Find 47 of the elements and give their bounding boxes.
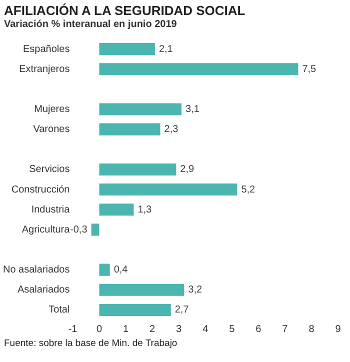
x-tick-label: -1 bbox=[68, 324, 78, 335]
x-tick-label: 2 bbox=[150, 324, 156, 335]
y-tick-label: No asalariados bbox=[2, 264, 70, 276]
bar bbox=[99, 103, 182, 116]
x-tick-label: 8 bbox=[308, 324, 315, 335]
data-label: -0,3 bbox=[70, 224, 88, 236]
data-label: 3,1 bbox=[185, 104, 200, 115]
x-tick-label: 1 bbox=[122, 324, 129, 335]
bar bbox=[99, 123, 160, 136]
data-label: 2,1 bbox=[158, 44, 174, 55]
y-tick-label: Extranjeros bbox=[19, 64, 70, 75]
x-tick-label: 7 bbox=[282, 324, 288, 335]
data-label: 5,2 bbox=[241, 184, 256, 196]
x-tick-label: 0 bbox=[96, 324, 102, 335]
y-tick-label: Agricultura bbox=[22, 224, 70, 236]
y-tick-label: Mujeres bbox=[34, 104, 70, 115]
bar bbox=[99, 43, 155, 56]
x-tick-label: 4 bbox=[202, 324, 209, 335]
x-tick-label: 3 bbox=[176, 324, 182, 335]
bar bbox=[99, 184, 238, 196]
data-label: 3,2 bbox=[188, 284, 202, 296]
data-label: 0,4 bbox=[114, 264, 128, 276]
data-label: 2,7 bbox=[174, 304, 190, 316]
data-label: 1,3 bbox=[138, 204, 152, 216]
x-tick-label: 9 bbox=[335, 324, 342, 335]
y-tick-label: Industria bbox=[31, 204, 70, 216]
bar bbox=[99, 63, 298, 76]
data-label: 7,5 bbox=[302, 64, 317, 75]
bar bbox=[99, 304, 171, 316]
data-label: 2,3 bbox=[164, 124, 179, 136]
y-tick-label: Servicios bbox=[29, 164, 70, 176]
y-tick-label: Asalariados bbox=[17, 284, 70, 296]
chart-title: AFILIACIÓN A LA SEGURIDAD SOCIAL bbox=[4, 3, 246, 18]
bar bbox=[99, 163, 176, 176]
bar bbox=[99, 264, 110, 276]
bar bbox=[91, 224, 100, 236]
y-tick-label: Españoles bbox=[23, 44, 70, 55]
bar bbox=[99, 204, 134, 216]
x-tick-label: 6 bbox=[256, 324, 262, 335]
y-tick-label: Total bbox=[48, 304, 70, 316]
data-label: 2,9 bbox=[180, 164, 195, 176]
source-note: Fuente: sobre la base de Min. de Trabajo bbox=[4, 338, 178, 349]
y-tick-label: Construcción bbox=[11, 184, 70, 196]
bar bbox=[99, 284, 184, 296]
y-tick-label: Varones bbox=[33, 124, 70, 136]
x-tick-label: 5 bbox=[229, 324, 236, 335]
chart-subtitle: Variación % interanual en junio 2019 bbox=[4, 19, 178, 30]
